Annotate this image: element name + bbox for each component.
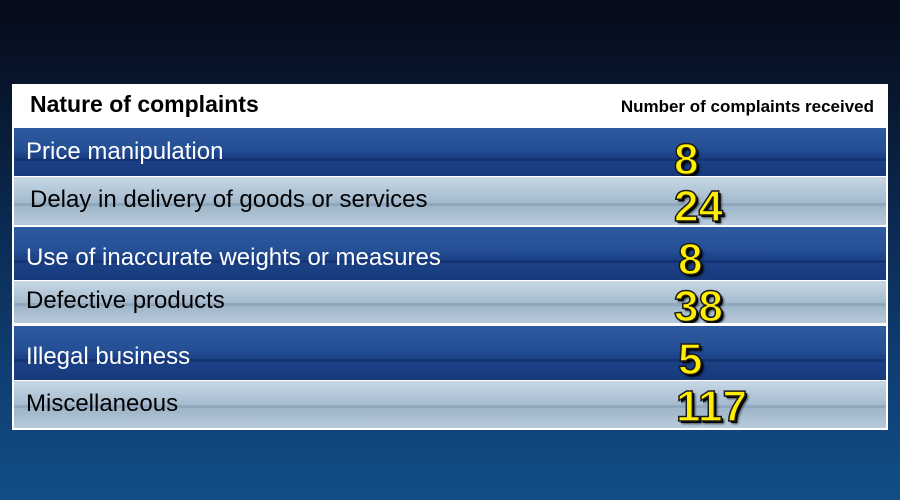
table-row: Price manipulation 8 <box>14 128 886 176</box>
complaint-count: 8 <box>673 135 699 176</box>
complaint-count: 8 <box>677 235 703 280</box>
complaint-type-label: Price manipulation <box>26 138 224 165</box>
table-row: Use of inaccurate weights or measures 8 <box>14 227 886 280</box>
complaint-type-label: Defective products <box>26 287 225 314</box>
table-row: Illegal business 5 <box>14 326 886 380</box>
table-header: Nature of complaints Number of complaint… <box>12 84 888 126</box>
complaint-count: 117 <box>675 382 747 428</box>
nature-column-header: Nature of complaints <box>30 91 259 117</box>
complaint-count: 5 <box>677 335 703 380</box>
table-row: Defective products 38 <box>14 281 886 323</box>
complaint-type-label: Illegal business <box>26 343 191 370</box>
complaint-count: 38 <box>673 282 723 323</box>
count-column-header: Number of complaints received <box>620 97 874 116</box>
complaint-type-label: Miscellaneous <box>26 390 179 417</box>
group-divider <box>12 225 888 227</box>
table-row: Miscellaneous 117 <box>14 381 886 428</box>
complaint-type-label: Use of inaccurate weights or measures <box>26 244 441 271</box>
complaints-table: Nature of complaints Number of complaint… <box>12 84 888 430</box>
group-divider <box>12 324 888 326</box>
table-row: Delay in delivery of goods or services 2… <box>14 177 886 225</box>
complaint-count: 24 <box>673 182 723 225</box>
complaint-type-label: Delay in delivery of goods or services <box>30 186 428 213</box>
